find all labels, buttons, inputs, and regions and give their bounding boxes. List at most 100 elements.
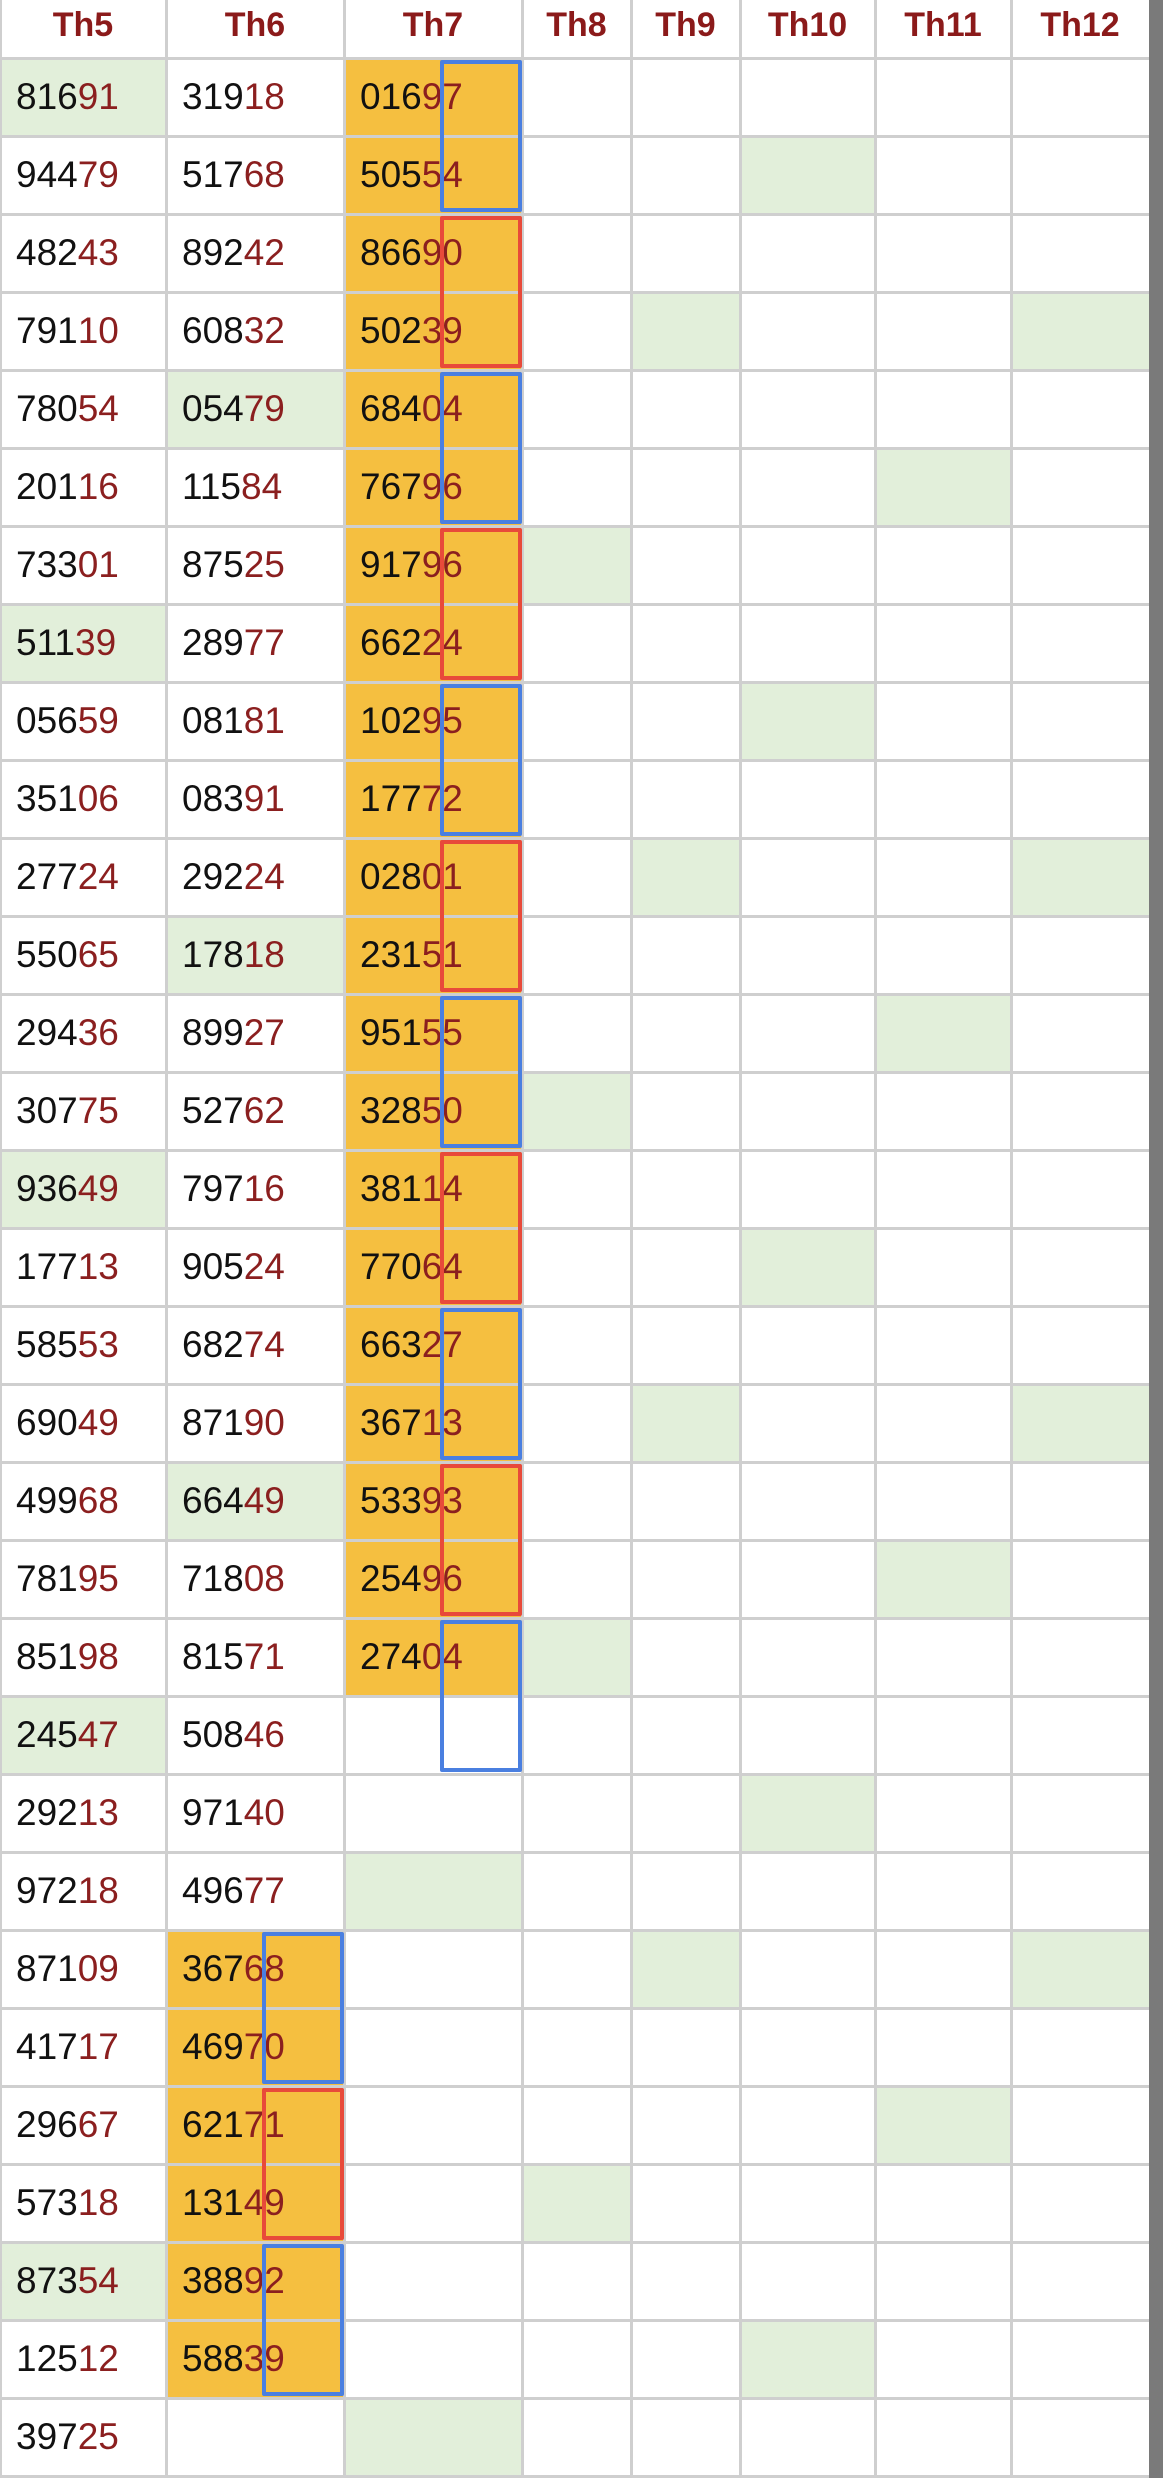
result-cell: [1011, 2320, 1149, 2398]
grid-hline: [0, 1149, 1149, 1152]
result-cell: 871 90: [166, 1384, 344, 1462]
grid-hline: [0, 369, 1149, 372]
number-tail: 24: [243, 856, 285, 897]
result-cell: [740, 760, 875, 838]
result-cell: [631, 1150, 740, 1228]
result-cell: [631, 136, 740, 214]
digit-group-box-blue: [440, 1620, 522, 1772]
result-cell: 588 39: [166, 2320, 344, 2398]
result-cell: [875, 526, 1011, 604]
result-cell: [522, 760, 631, 838]
number-head: 972: [16, 1870, 78, 1911]
result-cell: [631, 2086, 740, 2164]
number-head: 508: [182, 1714, 244, 1755]
result-cell: [1011, 1540, 1149, 1618]
result-cell: [875, 1462, 1011, 1540]
number-head: 131: [182, 2182, 244, 2223]
number-tail: 43: [77, 232, 119, 273]
result-cell: [740, 994, 875, 1072]
number-head: 511: [16, 622, 75, 663]
result-cell: 351 06: [0, 760, 166, 838]
number-head: 527: [182, 1090, 244, 1131]
number-tail: 10: [77, 310, 119, 351]
result-cell: [631, 1540, 740, 1618]
result-cell: [1011, 604, 1149, 682]
number-head: 533: [360, 1480, 422, 1521]
number-tail: 49: [243, 1480, 285, 1521]
number-tail: 54: [77, 388, 119, 429]
result-cell: [631, 292, 740, 370]
number-head: 733: [16, 544, 78, 585]
result-cell: [1011, 1852, 1149, 1930]
result-cell: [740, 682, 875, 760]
number-tail: 25: [77, 2416, 119, 2457]
digit-group-box-red: [440, 840, 522, 992]
result-cell: [522, 1852, 631, 1930]
result-cell: 201 16: [0, 448, 166, 526]
result-cell: [875, 1540, 1011, 1618]
number-head: 936: [16, 1168, 78, 1209]
result-cell: 871 09: [0, 1930, 166, 2008]
result-cell: 245 47: [0, 1696, 166, 1774]
result-cell: 770 64: [344, 1228, 522, 1306]
number-tail: 46: [243, 1714, 285, 1755]
result-cell: [1011, 1696, 1149, 1774]
result-cell: 294 36: [0, 994, 166, 1072]
number-tail: 40: [243, 1792, 285, 1833]
number-head: 873: [16, 2260, 78, 2301]
result-cell: [740, 838, 875, 916]
number-head: 231: [360, 934, 422, 975]
result-cell: 517 68: [166, 136, 344, 214]
result-cell: 178 18: [166, 916, 344, 994]
result-cell: [1011, 760, 1149, 838]
result-cell: [522, 1930, 631, 2008]
number-head: 664: [182, 1480, 244, 1521]
grid-hline: [0, 1539, 1149, 1542]
number-head: 866: [360, 232, 422, 273]
result-cell: 690 49: [0, 1384, 166, 1462]
result-cell: [344, 2008, 522, 2086]
grid-hline: [0, 1461, 1149, 1464]
number-tail: 18: [77, 1870, 119, 1911]
number-head: 815: [182, 1636, 244, 1677]
number-tail: 79: [77, 154, 119, 195]
result-cell: [740, 1228, 875, 1306]
grid-vline: [739, 0, 742, 2478]
result-cell: [522, 994, 631, 1072]
grid-vline: [165, 0, 168, 2478]
result-cell: 274 04: [344, 1618, 522, 1696]
result-cell: [740, 916, 875, 994]
result-cell: 083 91: [166, 760, 344, 838]
result-cell: 177 13: [0, 1228, 166, 1306]
result-cell: [522, 448, 631, 526]
result-cell: 917 96: [344, 526, 522, 604]
result-cell: 866 90: [344, 214, 522, 292]
result-cell: [631, 760, 740, 838]
column-header-th6: Th6: [166, 0, 344, 58]
number-tail: 53: [77, 1324, 119, 1365]
number-tail: 59: [77, 700, 119, 741]
result-cell: [522, 2164, 631, 2242]
digit-group-box-red: [440, 1464, 522, 1616]
result-cell: 621 71: [166, 2086, 344, 2164]
result-cell: [1011, 448, 1149, 526]
result-cell: [344, 2086, 522, 2164]
number-tail: 77: [243, 622, 285, 663]
number-tail: 18: [77, 2182, 119, 2223]
grid-vline: [0, 0, 2, 2478]
grid-hline: [0, 681, 1149, 684]
result-cell: [522, 1774, 631, 1852]
result-cell: [875, 1228, 1011, 1306]
result-cell: 367 68: [166, 1930, 344, 2008]
digit-group-box-blue: [440, 684, 522, 836]
result-cell: [1011, 370, 1149, 448]
result-cell: 056 59: [0, 682, 166, 760]
number-tail: 27: [243, 1012, 285, 1053]
result-cell: [740, 1930, 875, 2008]
result-cell: [740, 2086, 875, 2164]
result-cell: 482 43: [0, 214, 166, 292]
grid-hline: [0, 1617, 1149, 1620]
result-cell: 971 40: [166, 1774, 344, 1852]
result-cell: 972 18: [0, 1852, 166, 1930]
number-tail: 84: [241, 466, 283, 507]
